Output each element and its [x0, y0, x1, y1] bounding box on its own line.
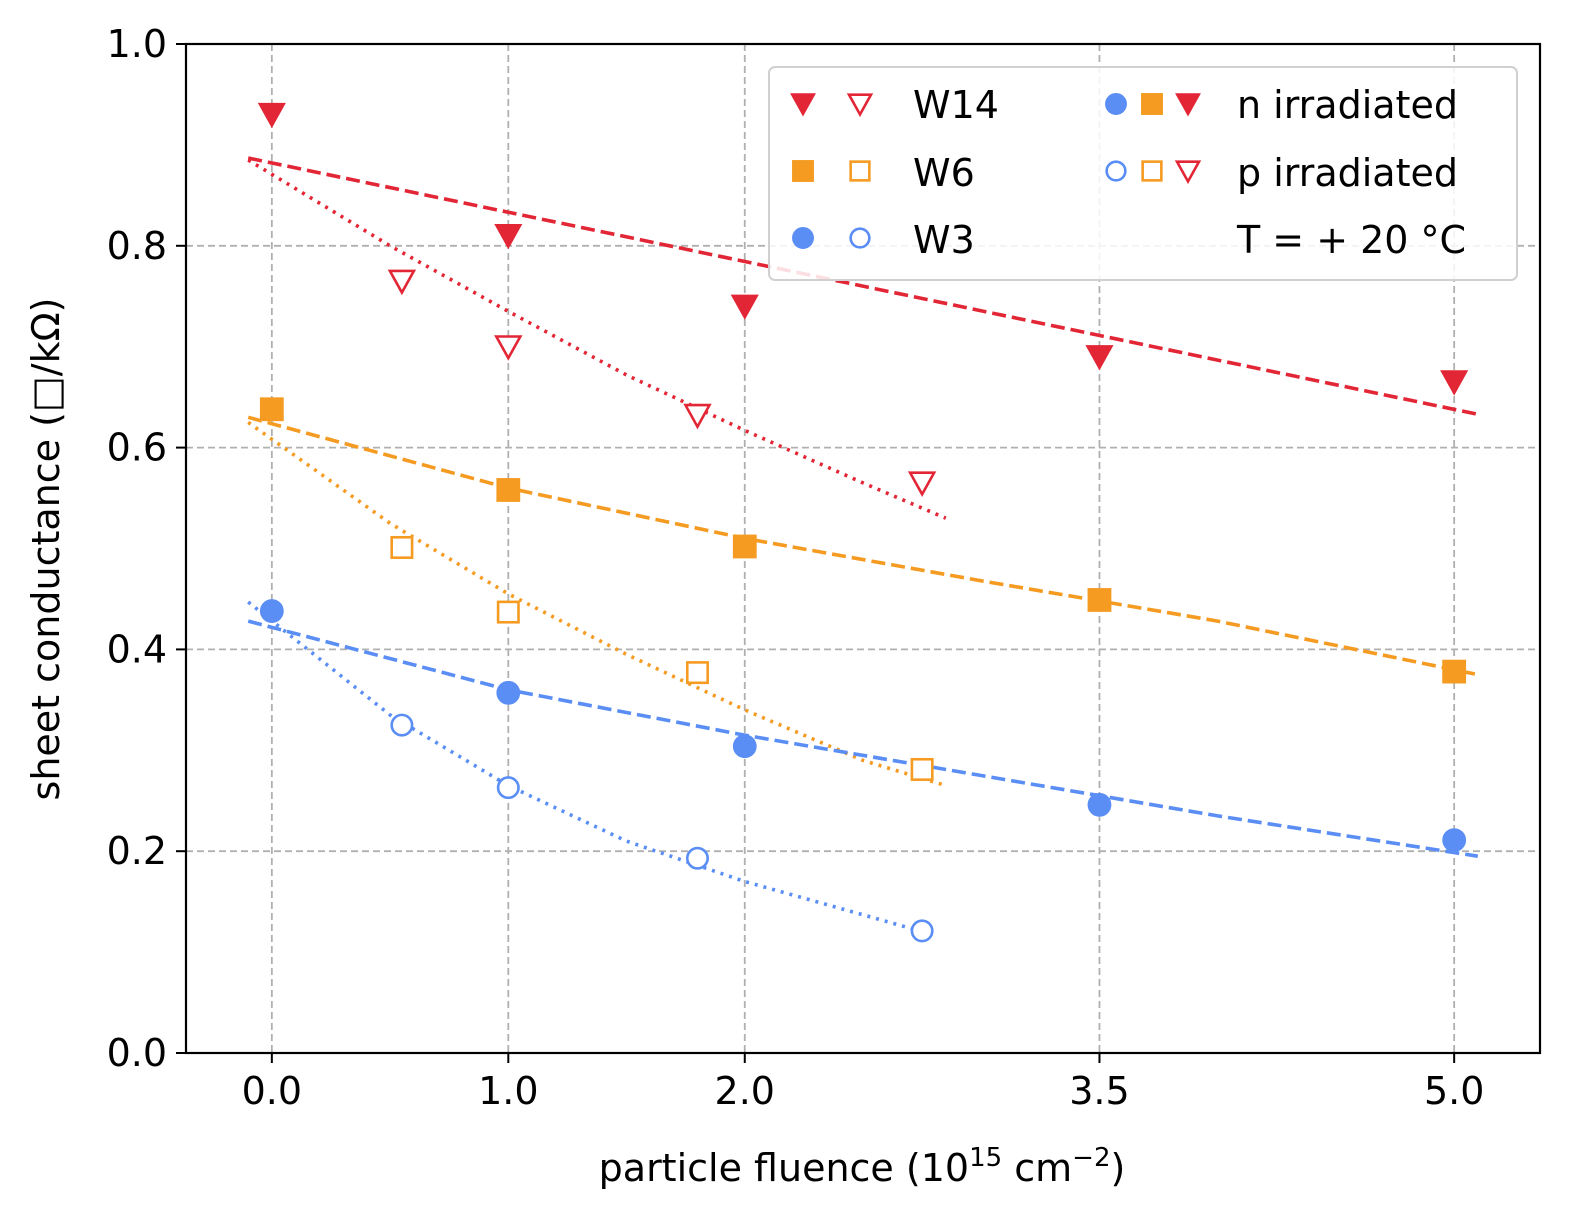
fit-line-w6-dotted	[247, 420, 947, 788]
data-point-w3-n	[496, 680, 521, 705]
fit-line-w14-dashed	[247, 156, 1479, 417]
legend-marker-w3-open	[849, 227, 871, 249]
x-tick-label: 3.5	[1069, 1069, 1129, 1113]
x-tick-label: 0.0	[242, 1069, 302, 1113]
data-point-w6-n	[259, 397, 284, 422]
legend-label-temperature: T = + 20 °C	[1236, 218, 1466, 262]
data-point-w14-n	[730, 294, 759, 320]
data-point-w14-p	[387, 269, 417, 296]
data-point-w3-n	[259, 599, 284, 623]
legend-marker-p-w14	[1174, 160, 1202, 185]
data-point-w14-p	[683, 403, 712, 430]
legend-marker-w6-open	[849, 160, 871, 182]
data-point-w3-n	[1087, 792, 1112, 817]
data-point-w14-n	[1085, 345, 1114, 371]
legend-label-p-irradiated: p irradiated	[1237, 151, 1458, 195]
legend-marker-p-w3	[1105, 160, 1127, 182]
legend: W14 W6 W3 n irradiated p irradiated T = …	[768, 66, 1518, 281]
data-point-w6-p	[496, 600, 520, 624]
legend-markers	[790, 93, 1202, 249]
data-point-w6-p	[685, 661, 709, 685]
legend-marker-n-w14	[1175, 93, 1201, 117]
data-point-w6-n	[732, 534, 757, 559]
y-tick-label: 0.2	[107, 829, 167, 873]
x-axis-label: particle fluence (1015 cm−2)	[599, 1143, 1126, 1190]
y-tick-label: 0.4	[107, 627, 167, 671]
legend-marker-p-w6	[1141, 160, 1163, 182]
fit-line-w6-dashed	[247, 415, 1479, 677]
fit-line-w14-dotted	[247, 158, 947, 520]
data-point-w14-n	[494, 223, 523, 250]
x-tick-label: 1.0	[478, 1069, 538, 1113]
data-point-w14-p	[907, 471, 937, 497]
x-tick-label: 5.0	[1424, 1069, 1484, 1113]
legend-marker-n-w3	[1105, 93, 1127, 115]
legend-marker-n-w6	[1141, 93, 1163, 115]
y-tick-label: 0.6	[107, 426, 167, 470]
data-point-w3-p	[685, 846, 709, 870]
data-point-w3-n	[732, 734, 757, 759]
data-point-w6-p	[390, 535, 414, 559]
axis-ticks: 0.0 1.0 2.0 3.5 5.0 0.0 0.2 0.4 0.6 0.8 1.0	[107, 22, 1485, 1113]
data-point-w14-n	[1440, 370, 1469, 396]
data-point-w14-p	[494, 335, 523, 361]
legend-label-w14: W14	[913, 83, 999, 127]
legend-marker-w6-filled	[792, 160, 814, 182]
y-tick-label: 0.8	[107, 224, 167, 268]
legend-marker-w3-filled	[792, 227, 814, 249]
fit-lines	[247, 156, 1479, 937]
fit-line-w3-dotted	[247, 600, 935, 937]
fit-line-w3-dashed	[247, 619, 1479, 858]
data-point-w3-p	[390, 713, 414, 737]
data-point-w3-p	[910, 919, 934, 943]
data-point-w6-n	[1442, 659, 1467, 684]
legend-label-n-irradiated: n irradiated	[1237, 83, 1458, 127]
data-point-w6-n	[496, 478, 521, 502]
legend-label-w3: W3	[913, 218, 975, 262]
legend-marker-w14-open	[846, 93, 874, 118]
data-point-w14-n	[257, 102, 286, 129]
legend-marker-w14-filled	[790, 93, 816, 117]
data-markers	[257, 102, 1469, 943]
y-axis-label: sheet conductance (□/kΩ)	[24, 298, 68, 801]
plot-frame	[184, 42, 1542, 1055]
data-point-w6-n	[1087, 588, 1112, 612]
legend-label-w6: W6	[913, 151, 975, 195]
x-tick-label: 2.0	[715, 1069, 775, 1113]
data-point-w3-n	[1442, 828, 1467, 853]
y-tick-label: 1.0	[107, 22, 167, 66]
data-point-w3-p	[496, 776, 520, 800]
y-tick-label: 0.0	[107, 1031, 167, 1075]
data-point-w6-p	[910, 757, 934, 781]
